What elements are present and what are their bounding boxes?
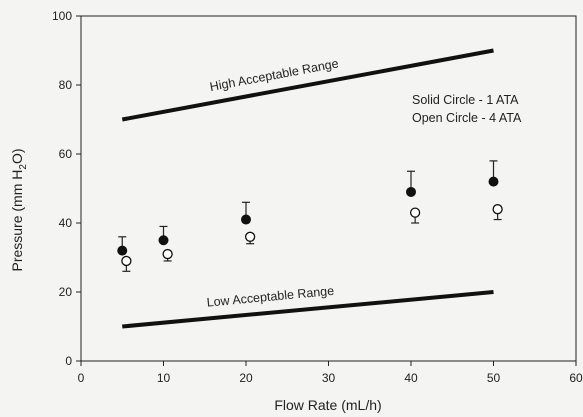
- x-axis-title: Flow Rate (mL/h): [274, 397, 381, 413]
- point-4ata: [162, 248, 173, 260]
- x-tick-label: 40: [404, 371, 418, 385]
- y-axis-ticks: 0 20 40 60 80 100: [52, 9, 81, 368]
- x-tick-label: 50: [487, 371, 501, 385]
- low-range-line: [122, 290, 494, 329]
- y-tick-label: 40: [59, 216, 73, 230]
- point-1ata: [406, 186, 416, 197]
- point-1ata: [117, 245, 128, 256]
- high-range-line: [121, 48, 494, 122]
- point-4ata: [409, 207, 421, 218]
- data-marks: [117, 48, 503, 329]
- y-tick-label: 100: [52, 9, 72, 23]
- point-4ata: [492, 204, 503, 215]
- point-1ata: [158, 235, 169, 246]
- y-axis-title: Pressure (mm H2O): [9, 148, 29, 271]
- x-axis-ticks: 0 10 20 30 40 50 60: [78, 361, 583, 385]
- low-range-label: Low Acceptable Range: [206, 284, 335, 310]
- y-tick-label: 0: [65, 354, 72, 368]
- y-tick-label: 80: [59, 78, 73, 92]
- high-range-label: High Acceptable Range: [209, 56, 340, 94]
- legend-entry-1ata: Solid Circle - 1 ATA: [412, 93, 519, 107]
- x-tick-label: 0: [78, 371, 85, 385]
- point-4ata: [121, 255, 132, 267]
- x-tick-label: 30: [322, 371, 336, 385]
- x-tick-label: 20: [239, 371, 253, 385]
- point-1ata: [241, 214, 251, 225]
- legend-entry-4ata: Open Circle - 4 ATA: [412, 111, 522, 125]
- x-tick-label: 60: [569, 371, 583, 385]
- x-tick-label: 10: [157, 371, 171, 385]
- point-4ata: [244, 231, 256, 242]
- y-tick-label: 20: [59, 285, 73, 299]
- point-1ata: [488, 176, 499, 187]
- y-tick-label: 60: [59, 147, 73, 161]
